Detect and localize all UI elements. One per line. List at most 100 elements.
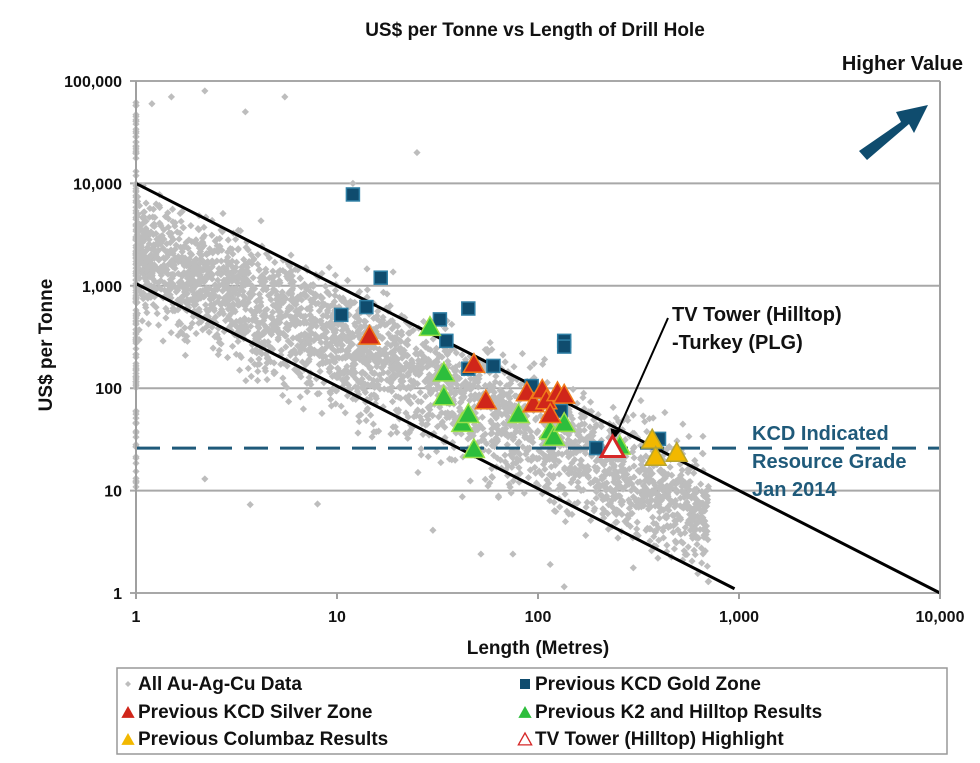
background-data-point — [560, 583, 568, 591]
background-data-point — [169, 218, 177, 226]
background-data-point — [311, 315, 319, 323]
background-data-point — [242, 324, 250, 332]
background-data-point — [633, 518, 641, 526]
background-data-point — [630, 473, 638, 481]
background-data-point — [391, 321, 399, 329]
resource-label-line3: Jan 2014 — [752, 479, 837, 501]
background-data-point — [624, 416, 632, 425]
background-data-point — [488, 394, 496, 402]
background-data-point — [316, 367, 324, 376]
background-data-point — [208, 231, 216, 239]
background-data-point — [471, 374, 479, 382]
background-data-point — [246, 500, 254, 509]
background-data-point — [331, 358, 339, 366]
background-data-point — [591, 463, 599, 471]
background-data-point — [156, 219, 164, 227]
background-data-point — [349, 179, 357, 187]
background-data-point — [628, 509, 636, 517]
background-data-point — [257, 301, 265, 309]
background-data-point — [275, 293, 283, 301]
background-data-point — [641, 471, 649, 479]
background-data-point — [249, 290, 257, 298]
y-axis-label: US$ per Tonne — [36, 279, 57, 412]
background-data-point — [691, 550, 699, 559]
background-data-point — [662, 471, 671, 479]
background-data-point — [676, 477, 684, 486]
background-data-point — [215, 293, 223, 302]
background-data-point — [323, 357, 332, 366]
background-data-point — [508, 463, 516, 471]
background-data-point — [420, 357, 428, 365]
background-data-point — [671, 517, 679, 525]
background-data-point — [153, 264, 161, 273]
background-data-point — [178, 208, 186, 216]
background-data-point — [386, 355, 394, 364]
background-data-point — [293, 334, 301, 342]
background-data-point — [269, 308, 277, 316]
background-data-point — [227, 326, 235, 334]
background-data-point — [674, 526, 682, 534]
background-data-point — [332, 347, 340, 356]
background-data-point — [529, 452, 537, 461]
background-data-point — [538, 490, 546, 498]
background-data-point — [459, 394, 467, 403]
background-data-point — [609, 503, 617, 512]
background-data-point — [244, 364, 252, 373]
background-data-point — [682, 479, 690, 488]
background-data-point — [463, 381, 471, 390]
background-data-point — [245, 316, 253, 324]
background-data-point — [357, 411, 365, 419]
background-data-point — [443, 350, 452, 359]
background-data-point — [654, 524, 662, 532]
background-data-point — [371, 399, 379, 408]
background-data-point — [247, 322, 255, 330]
background-data-point — [701, 517, 709, 525]
background-data-point — [162, 314, 170, 322]
background-data-point — [699, 550, 707, 558]
background-data-point — [591, 504, 599, 513]
background-data-point — [260, 316, 268, 325]
background-data-point — [451, 413, 459, 421]
background-data-point — [360, 355, 368, 363]
background-data-point — [516, 456, 525, 464]
background-data-point — [182, 299, 190, 307]
background-data-point — [399, 383, 407, 391]
background-data-point — [486, 382, 494, 391]
background-data-point — [319, 324, 327, 332]
background-data-point — [481, 475, 489, 483]
background-data-point — [287, 251, 295, 259]
background-data-point — [597, 436, 606, 444]
tick-labels: 1 10 100 1,000 10,000 100,000 1 10 100 1,000 10,00… — [64, 74, 964, 626]
background-data-point — [523, 412, 531, 420]
background-data-point — [160, 286, 169, 294]
background-data-point — [498, 393, 506, 401]
background-data-point — [630, 443, 638, 451]
background-data-point — [561, 517, 570, 526]
background-data-point — [556, 481, 564, 489]
background-data-point — [681, 529, 689, 537]
background-data-point — [306, 347, 315, 355]
legend-square-icon — [520, 679, 530, 689]
background-data-point — [179, 224, 188, 232]
background-data-point — [327, 338, 336, 346]
background-data-point — [401, 364, 409, 372]
background-data-point — [623, 520, 631, 528]
background-data-point — [512, 459, 520, 467]
background-data-point — [372, 351, 380, 359]
background-data-point — [540, 355, 549, 363]
background-data-point — [655, 514, 664, 522]
background-data-point — [192, 269, 200, 277]
background-data-point — [579, 486, 588, 494]
background-data-point — [285, 397, 293, 406]
background-data-point — [485, 447, 493, 455]
background-data-point — [216, 242, 224, 250]
background-data-point — [703, 492, 711, 500]
background-data-point — [270, 370, 278, 378]
background-data-point — [541, 483, 549, 491]
resource-label-line2: Resource Grade — [752, 451, 907, 473]
background-data-point — [321, 282, 330, 290]
background-data-point — [287, 296, 295, 304]
background-data-point — [475, 391, 483, 399]
background-data-point — [150, 283, 158, 291]
background-data-point — [524, 455, 532, 463]
